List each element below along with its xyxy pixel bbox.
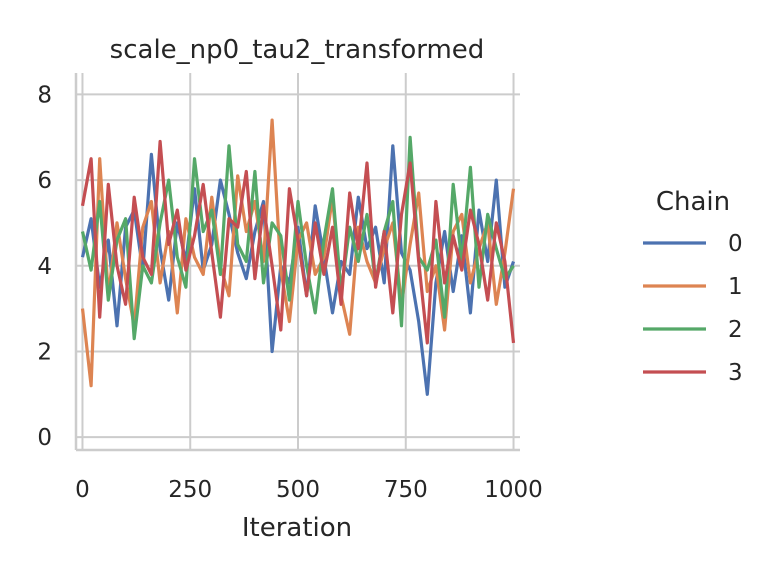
x-tick-label: 500 [276, 477, 320, 503]
y-tick-labels: 0 2 4 6 8 [37, 82, 52, 451]
legend-label-chain-3: 3 [728, 360, 743, 386]
series-line-chain-3 [80, 139, 516, 345]
x-tick-label: 750 [384, 477, 428, 503]
y-tick-label: 8 [37, 82, 52, 108]
x-tick-label: 250 [168, 477, 212, 503]
y-tick-label: 6 [37, 168, 52, 194]
legend-label-chain-1: 1 [728, 274, 743, 300]
legend-label-chain-2: 2 [728, 317, 743, 343]
y-tick-label: 0 [37, 425, 52, 451]
legend: Chain 0 1 2 3 [643, 187, 743, 386]
legend-label-chain-0: 0 [728, 231, 743, 257]
grid [76, 73, 520, 450]
x-axis-label: Iteration [242, 513, 352, 543]
y-tick-label: 4 [37, 254, 52, 280]
x-tick-label: 0 [75, 477, 90, 503]
series-line-chain-2 [80, 135, 515, 341]
legend-title: Chain [656, 187, 730, 217]
x-tick-labels: 0 250 500 750 1000 [75, 477, 543, 503]
legend-items: 0 1 2 3 [643, 231, 743, 386]
x-tick-label: 1000 [484, 477, 543, 503]
y-tick-label: 2 [37, 339, 52, 365]
plot-area [80, 118, 516, 396]
chart-title: scale_np0_tau2_transformed [110, 35, 485, 65]
